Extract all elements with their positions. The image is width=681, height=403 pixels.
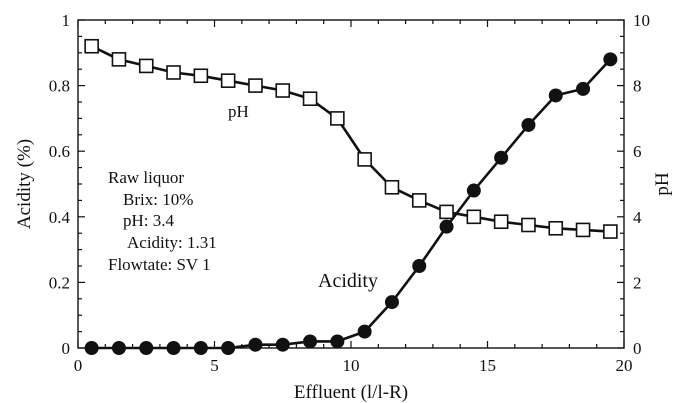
- y2-tick-label: 10: [633, 11, 650, 30]
- acidity-point: [303, 334, 318, 349]
- ph-point: [521, 217, 536, 233]
- annotation-line: Brix: 10%: [123, 190, 193, 209]
- acidity-series-label: Acidity: [318, 270, 378, 292]
- acidity-point: [111, 341, 126, 355]
- y2-tick-label: 2: [633, 273, 642, 292]
- acidity-point: [384, 295, 399, 310]
- ph-point: [357, 152, 372, 167]
- annotation-line: Acidity: 1.31: [127, 233, 217, 252]
- ph-point: [466, 209, 482, 225]
- ph-point: [84, 38, 99, 54]
- acidity-point: [275, 337, 290, 352]
- ph-point: [248, 78, 263, 93]
- ph-point: [193, 68, 209, 84]
- annotation-line: pH: 3.4: [123, 211, 175, 230]
- ph-point: [302, 91, 318, 107]
- y-tick-label: 0: [62, 339, 71, 358]
- y-tick-label: 1: [62, 11, 71, 30]
- ph-point: [220, 73, 236, 88]
- acidity-point: [221, 341, 236, 355]
- ph-point: [439, 204, 454, 220]
- x-tick-label: 15: [479, 356, 496, 375]
- ph-point: [166, 65, 181, 80]
- raw-liquor-annotation: Raw liquor Brix: 10% pH: 3.4 Acidity: 1.…: [108, 168, 217, 274]
- acidity-point: [248, 337, 263, 352]
- acidity-point: [466, 183, 481, 198]
- y-tick-label: 0.4: [49, 208, 71, 227]
- ph-point: [138, 58, 154, 74]
- y2-axis-title: pH: [652, 172, 673, 196]
- acidity-point: [603, 52, 618, 67]
- ph-point: [603, 224, 618, 239]
- acidity-point: [139, 341, 154, 355]
- acidity-point: [576, 81, 591, 96]
- x-tick-label: 5: [210, 356, 219, 375]
- ph-point: [330, 111, 345, 126]
- acidity-point: [494, 150, 509, 165]
- ph-series-label: pH: [228, 102, 249, 121]
- acidity-point: [548, 88, 563, 103]
- series-markers: [84, 38, 618, 355]
- acidity-point: [357, 324, 372, 339]
- acidity-point: [84, 341, 99, 355]
- ph-point: [384, 179, 400, 195]
- acidity-point: [166, 341, 181, 355]
- acidity-point: [330, 334, 345, 349]
- ticks: [77, 19, 625, 349]
- y-tick-label: 0.6: [49, 142, 70, 161]
- acidity-point: [521, 117, 536, 132]
- x-tick-label: 0: [74, 356, 83, 375]
- annotation-line: Raw liquor: [108, 168, 184, 187]
- acidity-point: [439, 219, 454, 234]
- y-tick-label: 0.2: [49, 273, 70, 292]
- ph-point: [575, 222, 591, 238]
- annotation-line: Flowtate: SV 1: [108, 255, 211, 274]
- x-tick-label: 20: [616, 356, 633, 375]
- y2-tick-label: 8: [633, 77, 642, 96]
- x-tick-label: 10: [343, 356, 360, 375]
- ph-point: [493, 214, 509, 230]
- y-axis-title: Acidity (%): [14, 139, 35, 229]
- acidity-point: [193, 341, 208, 355]
- ph-point: [111, 52, 127, 67]
- x-axis-title: Effluent (l/l-R): [294, 382, 408, 403]
- y2-tick-label: 0: [633, 339, 642, 358]
- y2-tick-label: 6: [633, 142, 642, 161]
- ph-point: [548, 220, 564, 236]
- ph-point: [275, 83, 291, 98]
- acidity-point: [412, 259, 427, 273]
- y2-tick-label: 4: [633, 208, 642, 227]
- y-tick-label: 0.8: [49, 77, 70, 96]
- ph-point: [411, 193, 427, 208]
